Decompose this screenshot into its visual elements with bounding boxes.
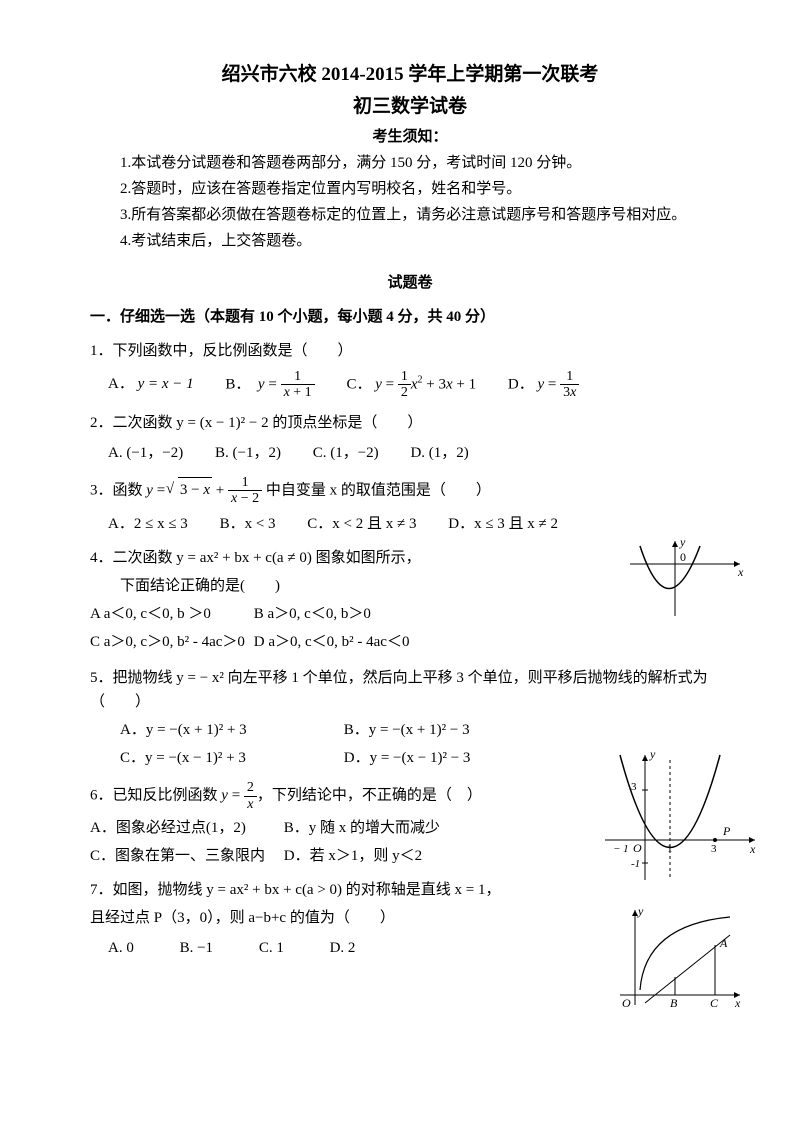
svg-text:y: y bbox=[637, 905, 644, 918]
q5-opt-a: A．y = −(x + 1)² + 3 bbox=[120, 718, 340, 742]
q6-opt-c: C．图象在第一、三象限内 bbox=[90, 844, 280, 868]
question-4: 4．二次函数 y = ax² + bx + c(a ≠ 0) 图象如图所示， 下… bbox=[90, 546, 730, 656]
q4-opt-d: D a＞0, c＜0, b² - 4ac＜0 bbox=[254, 630, 414, 654]
q2-opt-a: A. (−1，−2) bbox=[108, 441, 183, 465]
q7-opt-a: A. 0 bbox=[108, 936, 134, 960]
q1-opt-a: A． y = x − 1 bbox=[108, 372, 194, 396]
q1-opt-c: C． y = 12x2 + 3x + 1 bbox=[346, 369, 476, 401]
q2-opt-c: C. (1，−2) bbox=[313, 441, 379, 465]
svg-text:1: 1 bbox=[667, 843, 673, 855]
q2-opt-b: B. (−1，2) bbox=[215, 441, 281, 465]
doc-title: 绍兴市六校 2014-2015 学年上学期第一次联考 bbox=[90, 60, 730, 90]
notice-1: 1.本试卷分试题卷和答题卷两部分，满分 150 分，考试时间 120 分钟。 bbox=[90, 151, 730, 175]
svg-text:− 1: − 1 bbox=[613, 843, 629, 855]
svg-text:3: 3 bbox=[631, 781, 637, 793]
q1-opt-b: B． y = 1x + 1 bbox=[225, 369, 314, 401]
q5-opt-d: D．y = −(x − 1)² − 3 bbox=[344, 750, 471, 766]
q4-figure-icon: y x 0 bbox=[620, 536, 750, 626]
q3-stem: 3．函数 y = 3 − x + 1x − 2 中自变量 x 的取值范围是（ ） bbox=[90, 475, 730, 507]
section-header: 试题卷 bbox=[90, 271, 730, 295]
q4-opt-b: B a＞0, c＜0, b＞0 bbox=[254, 602, 414, 626]
q1-opt-d: D． y = 13x bbox=[508, 369, 579, 401]
svg-text:B: B bbox=[670, 996, 678, 1010]
notice-2: 2.答题时，应该在答题卷指定位置内写明校名，姓名和学号。 bbox=[90, 177, 730, 201]
q4-opt-a: A a＜0, c＜0, b ＞0 bbox=[90, 602, 250, 626]
q7-opt-c: C. 1 bbox=[259, 936, 284, 960]
q7-opt-d: D. 2 bbox=[330, 936, 356, 960]
question-1: 1．下列函数中，反比例函数是（ ） A． y = x − 1 B． y = 1x… bbox=[90, 339, 730, 401]
svg-text:x: x bbox=[737, 565, 744, 579]
part1-title: 一．仔细选一选（本题有 10 个小题，每小题 4 分，共 40 分） bbox=[90, 305, 730, 329]
svg-text:3: 3 bbox=[711, 843, 717, 855]
q6-opt-b: B．y 随 x 的增大而减少 bbox=[284, 820, 440, 836]
q2-stem: 2．二次函数 y = (x − 1)² − 2 的顶点坐标是（ ） bbox=[90, 411, 730, 435]
question-2: 2．二次函数 y = (x − 1)² − 2 的顶点坐标是（ ） A. (−1… bbox=[90, 411, 730, 465]
q8-figure-icon: O x y A B C bbox=[610, 905, 750, 1015]
q3-opt-c: C．x < 2 且 x ≠ 3 bbox=[307, 512, 416, 536]
svg-text:x: x bbox=[749, 842, 756, 856]
question-3: 3．函数 y = 3 − x + 1x − 2 中自变量 x 的取值范围是（ ）… bbox=[90, 475, 730, 537]
svg-text:O: O bbox=[622, 996, 631, 1010]
svg-text:y: y bbox=[649, 750, 656, 761]
doc-subtitle: 初三数学试卷 bbox=[90, 92, 730, 122]
q3-opt-d: D．x ≤ 3 且 x ≠ 2 bbox=[448, 512, 558, 536]
q7-figure-icon: y x O − 1 1 3 P 3 -1 bbox=[595, 750, 765, 890]
q7-opt-b: B. −1 bbox=[180, 936, 213, 960]
svg-text:A: A bbox=[719, 936, 728, 950]
svg-text:x: x bbox=[734, 996, 741, 1010]
q4-opt-c: C a＞0, c＞0, b² - 4ac＞0 bbox=[90, 630, 250, 654]
svg-text:O: O bbox=[633, 841, 642, 855]
q3-opt-a: A．2 ≤ x ≤ 3 bbox=[108, 512, 188, 536]
q5-opt-b: B．y = −(x + 1)² − 3 bbox=[344, 722, 470, 738]
svg-text:P: P bbox=[722, 824, 731, 838]
q6-opt-d: D．若 x＞1，则 y＜2 bbox=[284, 848, 422, 864]
q1-stem: 1．下列函数中，反比例函数是（ ） bbox=[90, 339, 730, 363]
q5-stem: 5．把抛物线 y = − x² 向左平移 1 个单位，然后向上平移 3 个单位，… bbox=[90, 666, 730, 714]
svg-text:0: 0 bbox=[680, 550, 686, 564]
notice-4: 4.考试结束后，上交答题卷。 bbox=[90, 229, 730, 253]
q2-opt-d: D. (1，2) bbox=[410, 441, 468, 465]
svg-text:y: y bbox=[679, 536, 686, 549]
svg-text:-1: -1 bbox=[631, 858, 640, 870]
q3-opt-b: B．x < 3 bbox=[220, 512, 276, 536]
notice-3: 3.所有答案都必须做在答题卷标定的位置上，请务必注意试题序号和答题序号相对应。 bbox=[90, 203, 730, 227]
svg-text:C: C bbox=[710, 996, 719, 1010]
q6-opt-a: A．图象必经过点(1，2) bbox=[90, 816, 280, 840]
notice-header: 考生须知： bbox=[90, 125, 730, 149]
q5-opt-c: C．y = −(x − 1)² + 3 bbox=[120, 746, 340, 770]
